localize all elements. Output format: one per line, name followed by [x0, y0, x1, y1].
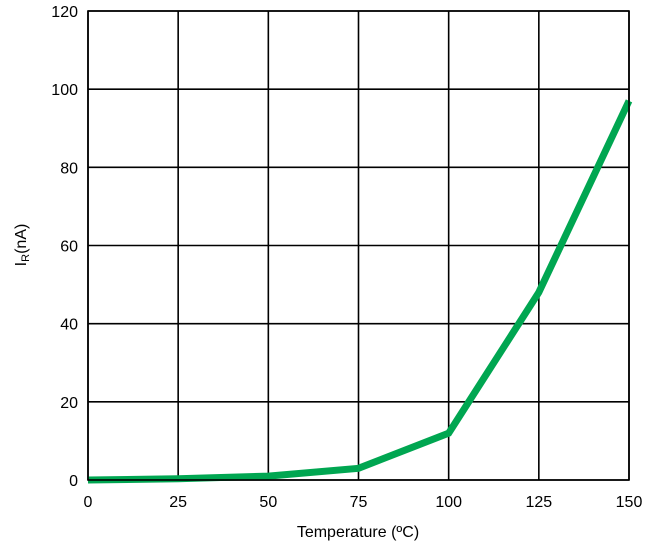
y-axis-label-subscript: R: [20, 254, 32, 262]
x-tick-label: 100: [435, 494, 462, 511]
y-tick-label: 120: [51, 4, 78, 21]
y-axis-label: IR(nA): [13, 224, 32, 267]
x-tick-label: 50: [259, 494, 277, 511]
y-axis-tick-labels: 0 20 40 60 80 100 120: [51, 4, 78, 490]
y-tick-label: 80: [60, 160, 78, 177]
x-tick-label: 125: [525, 494, 552, 511]
y-tick-label: 20: [60, 395, 78, 412]
x-tick-label: 0: [84, 494, 93, 511]
y-tick-label: 100: [51, 82, 78, 99]
x-axis-label: Temperature (ºC): [297, 524, 419, 541]
y-axis-label-unit: (nA): [13, 224, 30, 254]
y-tick-label: 40: [60, 317, 78, 334]
x-axis-tick-labels: 0 25 50 75 100 125 150: [84, 494, 643, 511]
series-layer: [87, 99, 633, 484]
x-tick-label: 75: [350, 494, 368, 511]
x-tick-label: 150: [616, 494, 643, 511]
grid: [87, 10, 630, 481]
series-line: [87, 99, 633, 484]
y-axis-label-main: I: [13, 262, 30, 266]
plot-frame: [87, 10, 630, 481]
x-tick-label: 25: [169, 494, 187, 511]
y-tick-label: 60: [60, 239, 78, 256]
y-tick-label: 0: [69, 473, 78, 490]
